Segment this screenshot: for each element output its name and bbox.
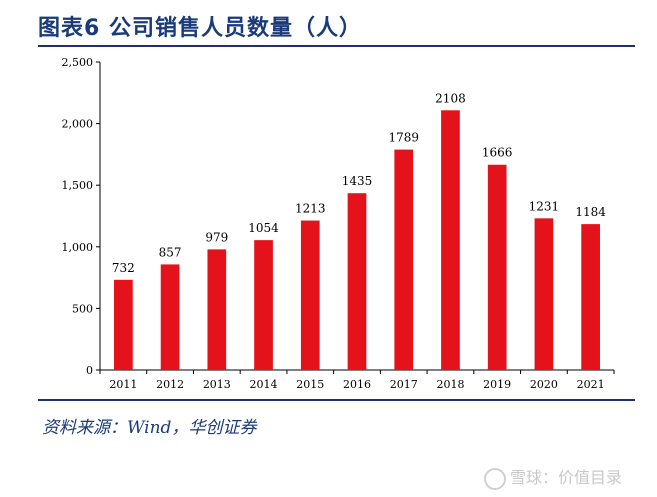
data-label: 2108 (435, 91, 466, 105)
bar (347, 193, 367, 370)
x-tick-label: 2021 (577, 378, 605, 391)
data-label: 1054 (248, 221, 279, 235)
y-tick-label: 1,000 (62, 241, 94, 254)
data-label: 857 (159, 245, 182, 259)
footer-rule (38, 399, 635, 401)
bar (534, 218, 554, 370)
watermark: 雪球：价值目录 (484, 464, 622, 490)
figure-title: 图表6 公司销售人员数量（人） (38, 16, 362, 41)
bar (487, 164, 507, 370)
title-rule (38, 45, 635, 47)
data-label: 1435 (342, 174, 373, 188)
x-tick-label: 2017 (390, 378, 418, 391)
data-label: 1666 (482, 146, 513, 160)
x-tick-label: 2016 (343, 378, 371, 391)
y-tick-label: 2,000 (62, 118, 94, 131)
y-tick-label: 2,500 (62, 56, 94, 69)
bar-chart: 0 500 1,000 1,500 2,000 2,500 732 2011 857 2012 97… (62, 56, 615, 391)
x-tick-label: 2011 (109, 378, 137, 391)
data-label: 979 (205, 230, 228, 244)
x-tick-label: 2014 (250, 378, 278, 391)
y-tick-label: 0 (86, 364, 93, 377)
x-tick-label: 2020 (530, 378, 558, 391)
x-tick-label: 2019 (483, 378, 511, 391)
source-note: 资料来源：Wind，华创证券 (42, 418, 257, 438)
y-tick-label: 500 (72, 302, 93, 315)
bar (581, 224, 600, 370)
x-tick-label: 2015 (296, 378, 324, 391)
bar (160, 264, 180, 370)
data-label: 1184 (575, 205, 606, 219)
x-tick-label: 2013 (203, 378, 231, 391)
bar (394, 149, 414, 370)
bar (114, 279, 133, 370)
x-tick-label: 2012 (156, 378, 184, 391)
data-label: 1213 (295, 202, 326, 216)
data-label: 732 (112, 261, 135, 275)
data-label: 1789 (388, 131, 419, 145)
snowball-logo-icon (484, 467, 506, 490)
bar (207, 249, 227, 370)
y-tick-label: 1,500 (62, 179, 94, 192)
bar (441, 110, 460, 370)
watermark-text: 雪球：价值目录 (510, 468, 623, 487)
bar (254, 240, 273, 370)
x-tick-label: 2018 (436, 378, 464, 391)
data-label: 1231 (529, 199, 560, 213)
bar (300, 220, 320, 370)
